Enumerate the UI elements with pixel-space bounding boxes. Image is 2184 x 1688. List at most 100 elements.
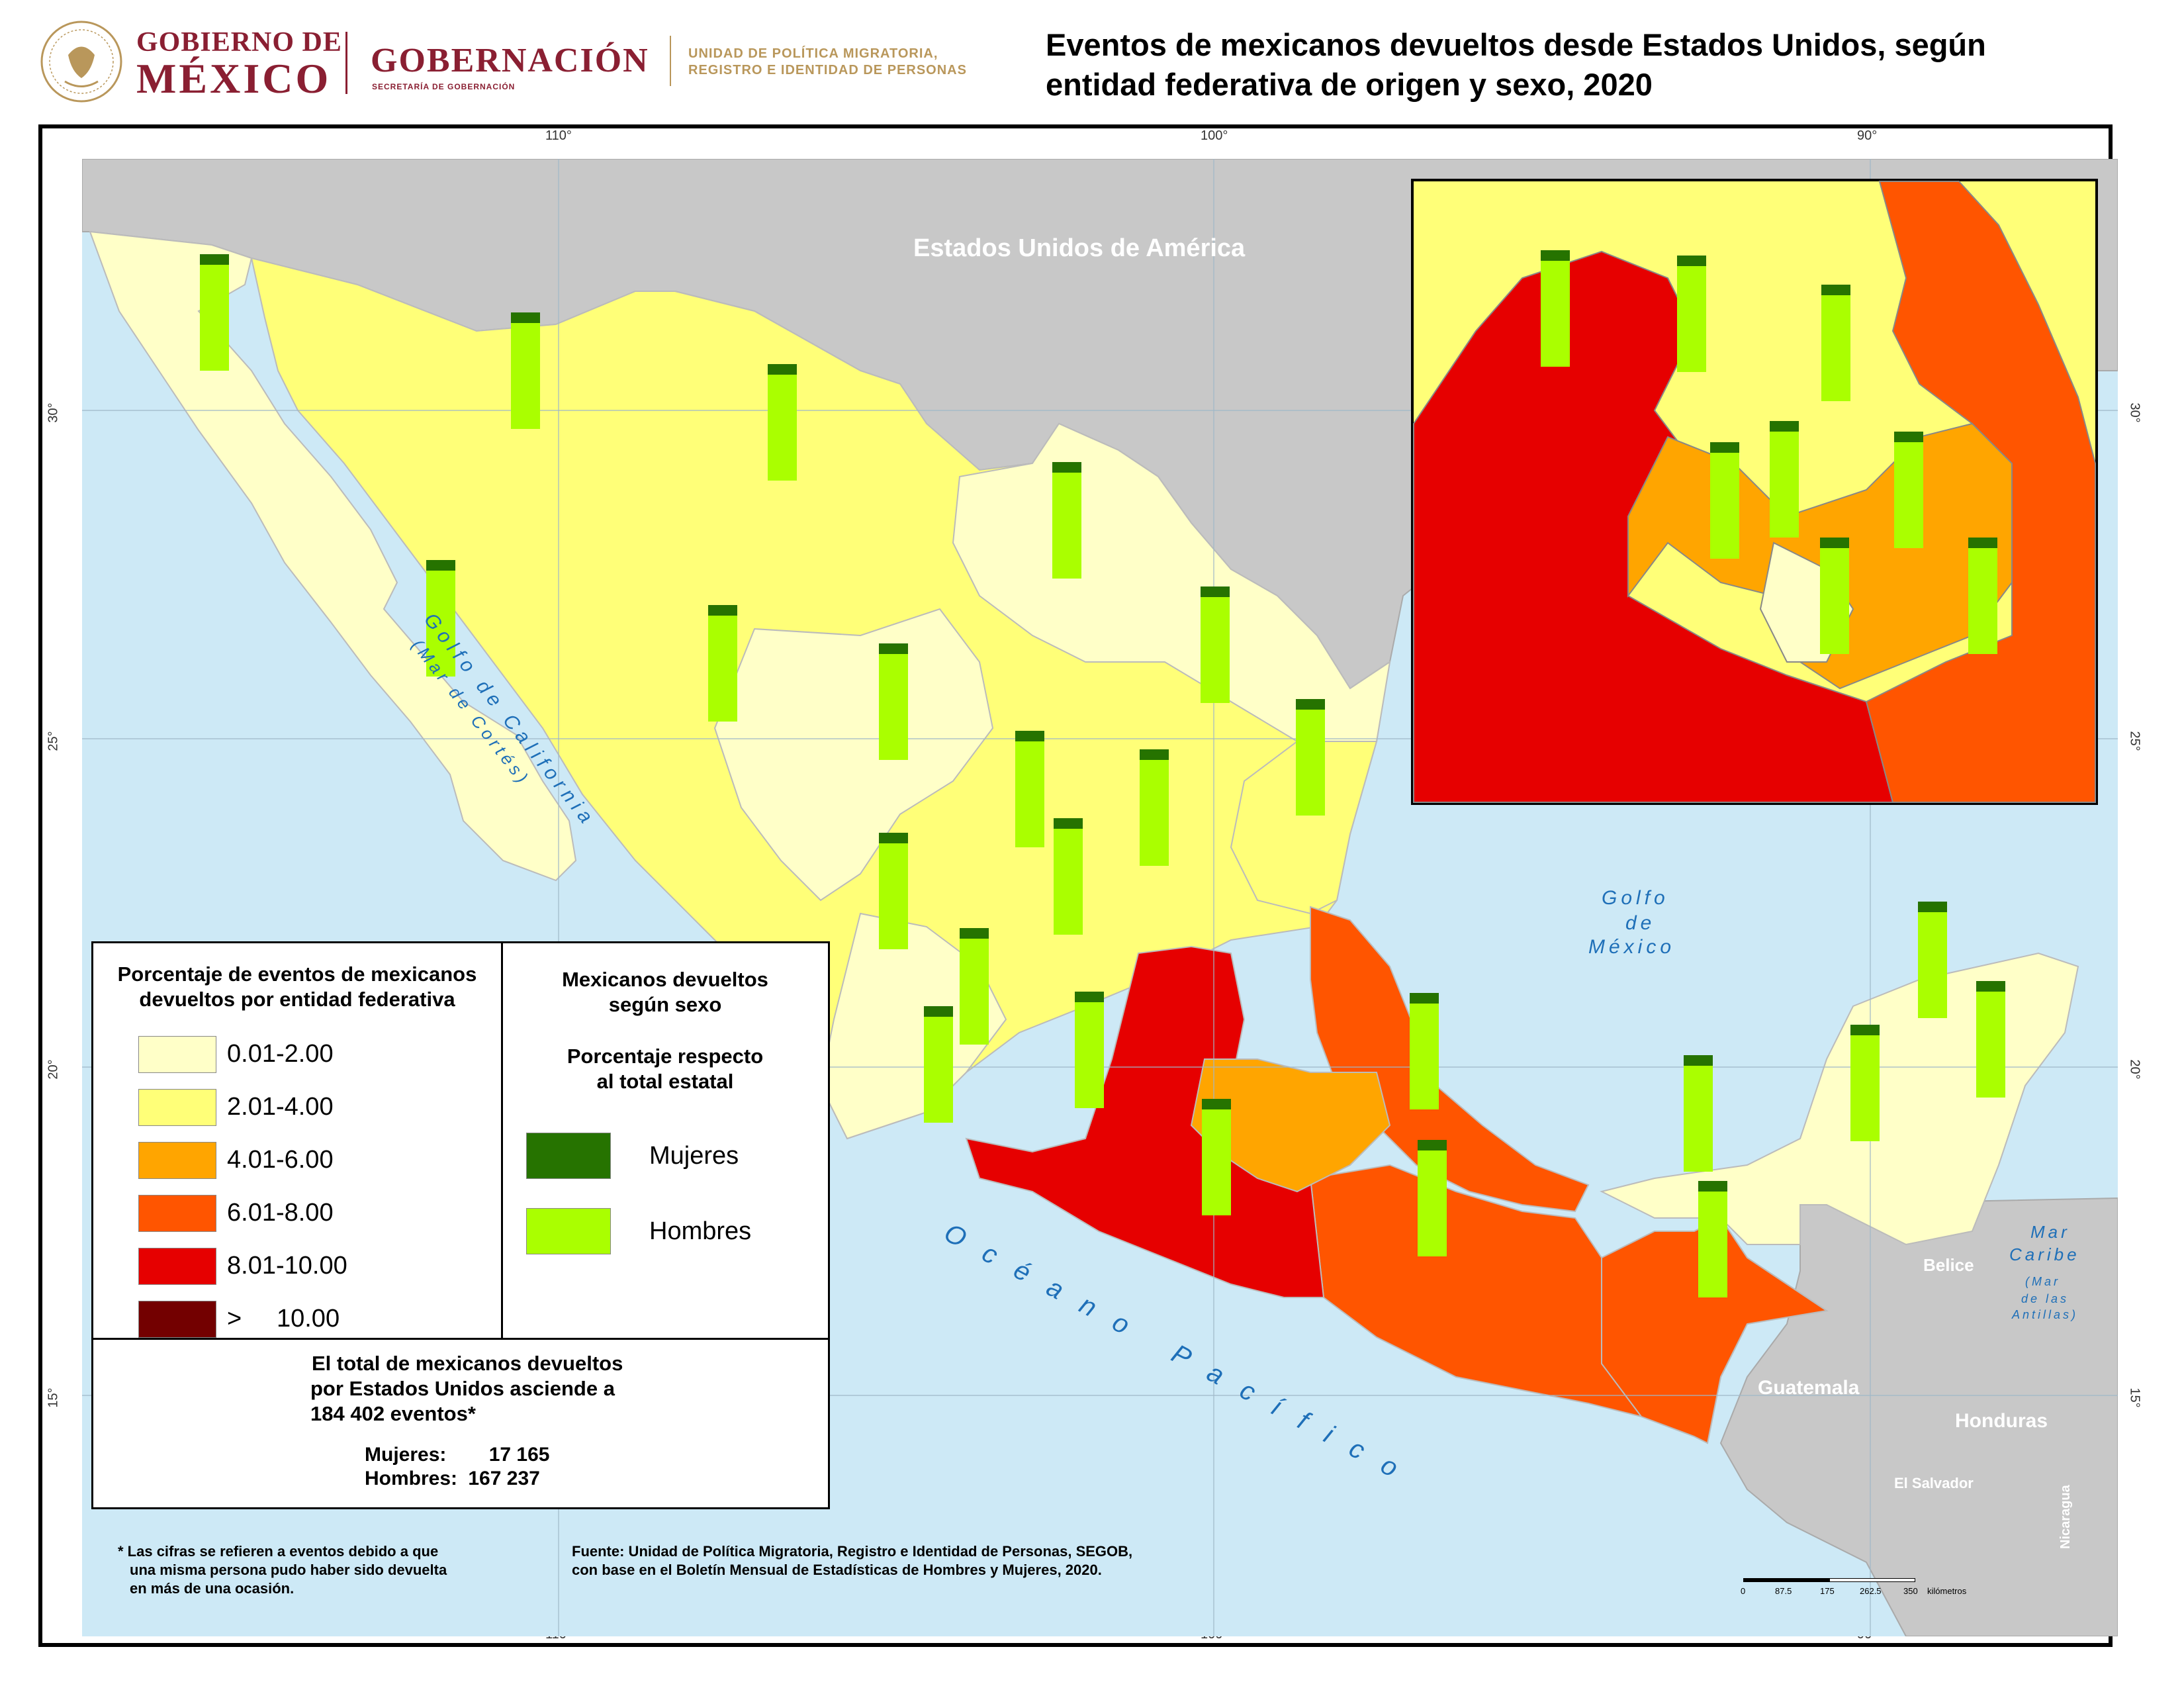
bar-hombres <box>1894 442 1923 548</box>
bar-hombres <box>1976 992 2005 1098</box>
logo-gobierno-line2: MÉXICO <box>136 55 332 102</box>
bar-mujeres <box>1201 586 1230 597</box>
lat-label-30-right: 30° <box>2127 402 2142 423</box>
bar-hombres <box>708 616 737 722</box>
bar-hombres <box>1075 1002 1104 1108</box>
map <box>82 159 2118 1636</box>
bar-mujeres <box>879 833 908 843</box>
bar-mujeres <box>768 364 797 375</box>
label-usa: Estados Unidos de América <box>913 234 1246 262</box>
legend-class-swatch <box>138 1036 216 1073</box>
scale-tick-1: 87.5 <box>1775 1586 1792 1596</box>
label-nicaragua: Nicaragua <box>2058 1485 2073 1549</box>
hombres-swatch <box>526 1208 611 1254</box>
legend-class-label: 4.01-6.00 <box>227 1146 334 1174</box>
legend-total-1: El total de mexicanos devueltos <box>312 1352 623 1375</box>
footnote-line-3: en más de una ocasión. <box>130 1580 295 1597</box>
label-mar-caribe-5: Antillas) <box>2012 1308 2079 1321</box>
bar-hombres <box>1968 548 1997 654</box>
legend-total-3: 184 402 eventos* <box>310 1402 476 1425</box>
bar-mujeres <box>1820 538 1849 548</box>
bar-mujeres <box>1541 250 1570 261</box>
bar-mujeres <box>1677 256 1706 266</box>
logo-unidad-line1: UNIDAD DE POLÍTICA MIGRATORIA, <box>688 46 938 61</box>
source-line-2: con base en el Boletín Mensual de Estadí… <box>572 1562 1102 1578</box>
lat-label-20-right: 20° <box>2127 1059 2142 1080</box>
bar-mujeres <box>1976 981 2005 992</box>
label-mar-caribe-2: Caribe <box>2009 1244 2080 1264</box>
mujeres-total-label: Mujeres: <box>365 1444 447 1466</box>
label-mar-caribe-1: Mar <box>2030 1222 2070 1242</box>
scale-tick-4: 350 <box>1903 1586 1918 1596</box>
bar-hombres <box>1850 1035 1880 1141</box>
bar-mujeres <box>1418 1140 1447 1150</box>
bar-hombres <box>960 939 989 1045</box>
bar-mujeres <box>960 928 989 939</box>
bar-mujeres <box>1698 1181 1727 1192</box>
bar-mujeres <box>1894 432 1923 442</box>
bar-hombres <box>1418 1150 1447 1256</box>
legend-class-swatch <box>138 1301 216 1338</box>
bar-mujeres <box>1410 993 1439 1004</box>
legend-classes-title-1: Porcentaje de eventos de mexicanos <box>117 962 477 986</box>
footnote-line-1: * Las cifras se refieren a eventos debid… <box>118 1543 439 1560</box>
bar-mujeres <box>200 254 229 265</box>
bar-hombres <box>1677 266 1706 372</box>
legend-panel: Porcentaje de eventos de mexicanos devue… <box>91 941 830 1509</box>
source-line-1: Fuente: Unidad de Política Migratoria, R… <box>572 1543 1133 1560</box>
legend-class-label: 8.01-10.00 <box>227 1252 347 1280</box>
scale-bar-segment-2 <box>1829 1578 1915 1582</box>
legend-classes-title-2: devueltos por entidad federativa <box>139 988 455 1011</box>
lon-label-110-top: 110° <box>545 128 572 143</box>
logo-unidad-line2: REGISTRO E IDENTIDAD DE PERSONAS <box>688 63 967 77</box>
bar-hombres <box>1015 741 1044 847</box>
scale-bar: 0 87.5 175 262.5 350 kilómetros <box>1741 1575 2019 1602</box>
bar-mujeres <box>1140 749 1169 760</box>
lat-label-25-left: 25° <box>46 731 61 751</box>
bar-hombres <box>1296 710 1325 816</box>
mujeres-total-value: 17 165 <box>488 1444 550 1466</box>
sex-bars <box>200 250 2005 1297</box>
bar-hombres <box>879 654 908 760</box>
scale-tick-3: 262.5 <box>1860 1586 1882 1596</box>
legend-total-text: El total de mexicanos devueltos <box>93 1351 636 1376</box>
bar-mujeres <box>1075 992 1104 1002</box>
hombres-total-value: 167 237 <box>468 1468 540 1489</box>
legend-vertical-divider <box>501 943 503 1338</box>
label-honduras: Honduras <box>1955 1410 2048 1432</box>
scale-tick-2: 175 <box>1820 1586 1835 1596</box>
bar-hombres <box>1541 261 1570 367</box>
lat-label-30-left: 30° <box>46 402 61 423</box>
bar-hombres <box>1820 548 1849 654</box>
bar-hombres <box>1698 1192 1727 1297</box>
legend-sex-sub-1: Porcentaje respecto <box>567 1045 764 1068</box>
bar-hombres <box>924 1017 953 1123</box>
bar-hombres <box>1918 912 1947 1018</box>
lat-label-15-left: 15° <box>46 1387 61 1408</box>
legend-class-label: 0.01-2.00 <box>227 1040 334 1068</box>
bar-hombres <box>200 265 229 371</box>
lon-label-100-top: 100° <box>1201 128 1228 143</box>
legend-horizontal-divider <box>93 1338 828 1340</box>
label-belice: Belice <box>1923 1255 1974 1275</box>
map-title: Eventos de mexicanos devueltos desde Est… <box>1046 25 2138 105</box>
bar-hombres <box>1821 295 1850 401</box>
bar-mujeres <box>1202 1099 1231 1109</box>
bar-hombres <box>511 323 540 429</box>
label-guatemala: Guatemala <box>1758 1377 1860 1399</box>
scale-tick-0: 0 <box>1741 1586 1746 1596</box>
lat-label-15-right: 15° <box>2127 1387 2142 1408</box>
coat-of-arms-icon <box>40 21 122 103</box>
legend-total-2: por Estados Unidos asciende a <box>310 1377 615 1400</box>
header: GOBIERNO DE MÉXICO GOBERNACIÓN SECRETARÍ… <box>0 0 2184 119</box>
bar-mujeres <box>1054 818 1083 829</box>
label-golfo-mexico-2: de <box>1625 912 1656 934</box>
state-veracruz <box>1310 906 1590 1213</box>
footnote: * Las cifras se refieren a eventos debid… <box>118 1542 447 1598</box>
bar-mujeres <box>708 605 737 616</box>
bar-mujeres <box>1821 285 1850 295</box>
bar-mujeres <box>879 643 908 654</box>
bar-hombres <box>1202 1109 1231 1215</box>
mujeres-swatch <box>526 1133 611 1179</box>
logo-gobernacion-sub: SECRETARÍA DE GOBERNACIÓN <box>372 82 516 91</box>
